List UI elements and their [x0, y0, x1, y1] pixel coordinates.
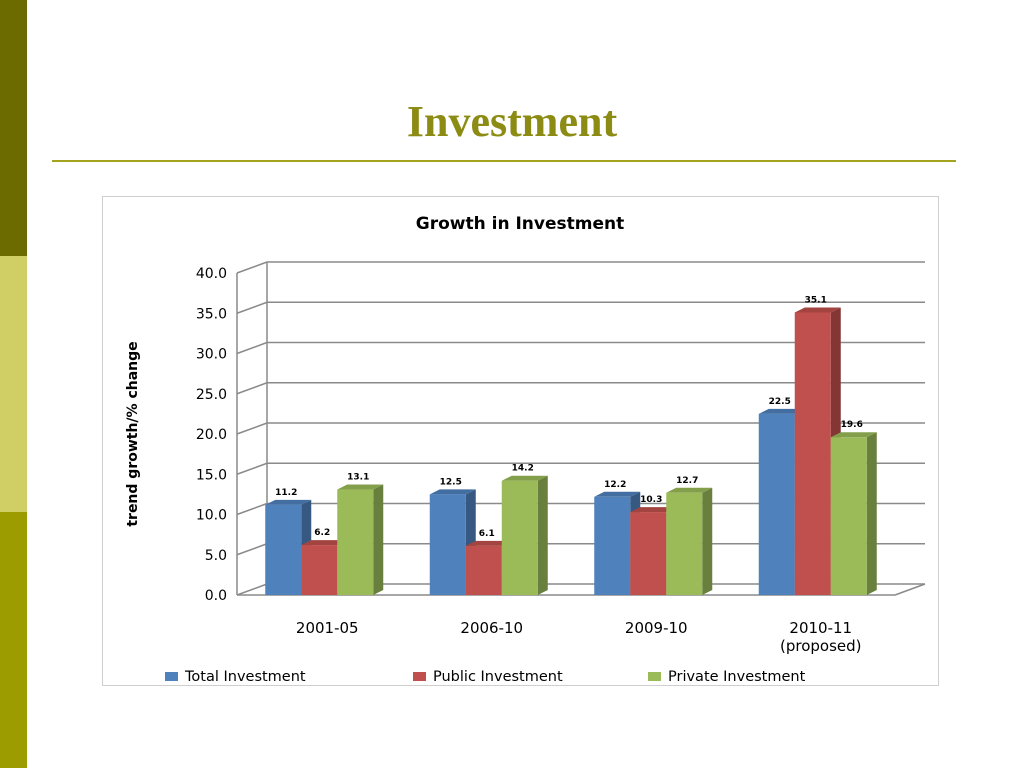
sidebar-segment-mid: [0, 512, 27, 768]
x-tick-label: 2006-10: [460, 619, 523, 637]
bar-chart: Growth in Investment 0.0 5.0 10.0 15.0 20.0 25…: [125, 214, 926, 685]
bar-side-2: [373, 484, 384, 595]
floor-edge: [894, 583, 926, 596]
y-tick-label: 15.0: [196, 467, 227, 483]
chart-frame: Growth in Investment 0.0 5.0 10.0 15.0 20.0 25…: [102, 196, 939, 686]
bar: [265, 504, 302, 595]
bar-top-1: [630, 507, 677, 513]
data-label: 10.3: [640, 495, 662, 505]
data-label: 12.5: [440, 477, 462, 487]
bar-top-0: [429, 489, 476, 495]
bar-top-0: [594, 491, 641, 497]
bar-top-2: [501, 475, 548, 481]
bar-top-1: [794, 307, 841, 313]
bar-top-1: [301, 540, 348, 546]
y-axis-label: trend growth/% change: [125, 341, 141, 526]
gridline-depth: [236, 583, 268, 596]
gridline-depth: [236, 261, 268, 274]
data-label: 6.1: [479, 529, 495, 539]
bar-side-2: [702, 487, 713, 595]
x-tick-label: 2009-10: [625, 619, 688, 637]
bar-top-1: [465, 540, 512, 546]
bar: [501, 480, 538, 595]
legend-label: Total Investment: [184, 669, 306, 685]
legend-label: Private Investment: [668, 669, 806, 685]
gridline-depth: [236, 301, 268, 314]
bar: [830, 437, 867, 595]
data-label: 14.2: [512, 464, 534, 474]
data-label: 22.5: [769, 397, 791, 407]
x-tick-label: 2001-05: [296, 619, 359, 637]
gridline-depth: [236, 462, 268, 475]
bar-top-2: [830, 432, 877, 438]
sidebar-segment-light: [0, 256, 27, 512]
y-tick-label: 35.0: [196, 306, 227, 322]
gridline-depth: [236, 422, 268, 435]
y-tick-label: 5.0: [205, 548, 227, 564]
legend-swatch: [648, 672, 661, 681]
data-label: 6.2: [314, 528, 330, 538]
y-tick-label: 10.0: [196, 508, 227, 524]
x-tick-label: (proposed): [780, 637, 862, 655]
chart-title: Growth in Investment: [416, 214, 624, 234]
x-tick-label: 2010-11: [789, 619, 852, 637]
y-tick-label: 20.0: [196, 427, 227, 443]
sidebar-segment-dark: [0, 0, 27, 256]
bar: [429, 494, 466, 595]
legend-swatch: [165, 672, 178, 681]
bar-top-0: [265, 499, 312, 505]
slide-title: Investment: [406, 97, 618, 146]
data-label: 12.7: [676, 476, 698, 486]
title-divider: [52, 160, 956, 162]
bar: [594, 496, 631, 595]
y-tick-label: 30.0: [196, 347, 227, 363]
bar-side-2: [866, 432, 877, 595]
bar: [301, 545, 338, 595]
data-label: 11.2: [275, 488, 297, 498]
bar: [758, 413, 795, 595]
decorative-sidebar: [0, 0, 27, 768]
bar-top-0: [758, 408, 805, 414]
gridline-depth: [236, 502, 268, 516]
bar-top-2: [666, 487, 713, 493]
data-label: 13.1: [347, 473, 369, 483]
y-tick-label: 40.0: [196, 266, 227, 282]
data-label: 19.6: [841, 420, 863, 430]
bar: [666, 492, 703, 595]
data-label: 12.2: [604, 480, 626, 490]
gridline-depth: [236, 341, 268, 355]
bar: [794, 312, 831, 595]
bar-side-2: [537, 475, 548, 595]
bar: [630, 512, 667, 595]
legend-swatch: [413, 672, 426, 681]
gridline-depth: [236, 543, 268, 556]
gridline-depth: [236, 382, 268, 395]
bar: [337, 489, 374, 595]
data-label: 35.1: [805, 295, 827, 305]
bar-top-2: [337, 484, 384, 490]
y-tick-label: 0.0: [205, 588, 227, 604]
bar: [465, 545, 502, 595]
legend-label: Public Investment: [433, 669, 563, 685]
y-tick-label: 25.0: [196, 387, 227, 403]
